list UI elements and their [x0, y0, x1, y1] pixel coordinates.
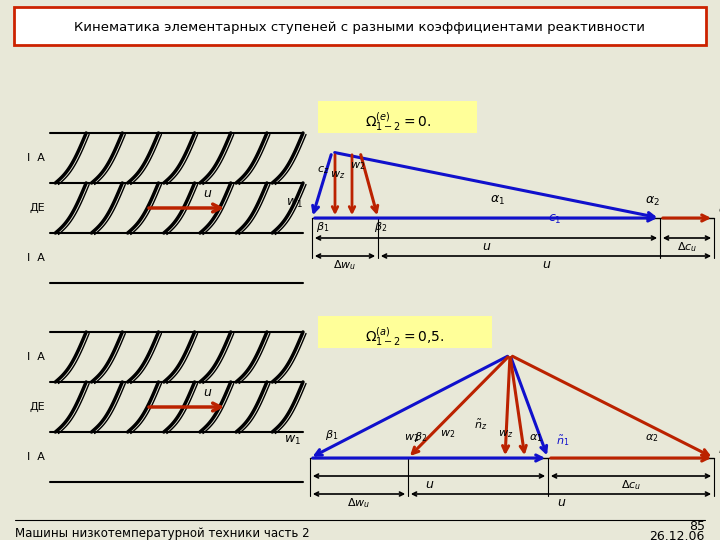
FancyBboxPatch shape — [318, 316, 492, 348]
Text: $w_2$: $w_2$ — [440, 428, 455, 440]
FancyBboxPatch shape — [14, 7, 706, 45]
Text: $c_1$: $c_1$ — [548, 213, 562, 226]
Text: u: u — [542, 258, 550, 271]
Text: I  А: I А — [27, 352, 45, 362]
Text: $\Omega_{1-2}^{(a)} = 0{,}5.$: $\Omega_{1-2}^{(a)} = 0{,}5.$ — [365, 326, 445, 348]
Text: $\alpha_1$: $\alpha_1$ — [529, 432, 543, 444]
Text: $\beta_2$: $\beta_2$ — [414, 430, 427, 444]
Text: $\alpha_1$: $\alpha_1$ — [490, 194, 505, 207]
Text: $\beta_1$: $\beta_1$ — [316, 220, 329, 234]
Text: $\tilde{n}_z$: $\tilde{n}_z$ — [474, 417, 487, 432]
Text: $c_z$: $c_z$ — [317, 164, 329, 176]
Text: 26.12.06: 26.12.06 — [649, 530, 705, 540]
FancyBboxPatch shape — [318, 101, 477, 133]
Text: Машины низкотемпературной техники часть 2: Машины низкотемпературной техники часть … — [15, 526, 310, 539]
Text: $\alpha_2$: $\alpha_2$ — [645, 432, 659, 444]
Text: I  А: I А — [27, 153, 45, 163]
Text: ДЕ: ДЕ — [30, 203, 45, 213]
Text: $w_2$: $w_2$ — [404, 432, 419, 444]
Text: u: u — [203, 187, 211, 200]
Text: $\Delta c_u$: $\Delta c_u$ — [621, 478, 641, 492]
Text: u: u — [425, 478, 433, 491]
Text: Кинематика элементарных ступеней с разными коэффициентами реактивности: Кинематика элементарных ступеней с разны… — [74, 21, 646, 33]
Text: $\tilde{n}_1$: $\tilde{n}_1$ — [556, 433, 570, 448]
Text: $w_1$: $w_1$ — [284, 434, 300, 447]
Text: $\Delta w_u$: $\Delta w_u$ — [347, 496, 371, 510]
Text: $w_z$: $w_z$ — [498, 428, 513, 440]
Text: $\Omega_{1-2}^{(e)} = 0.$: $\Omega_{1-2}^{(e)} = 0.$ — [365, 111, 431, 133]
Text: I  А: I А — [27, 253, 45, 263]
Text: $c_2$: $c_2$ — [718, 205, 720, 218]
Text: 85: 85 — [689, 519, 705, 532]
Text: $\beta_1$: $\beta_1$ — [325, 428, 338, 442]
Text: $\alpha_2$: $\alpha_2$ — [645, 195, 660, 208]
Text: I  А: I А — [27, 452, 45, 462]
Text: $\beta_2$: $\beta_2$ — [374, 220, 387, 234]
Text: u: u — [557, 496, 565, 509]
Text: u: u — [203, 386, 211, 399]
Text: $\tilde{n}_2$: $\tilde{n}_2$ — [718, 442, 720, 458]
Text: $\Delta w_u$: $\Delta w_u$ — [333, 258, 356, 272]
Text: $w_z$: $w_z$ — [330, 169, 346, 181]
Text: u: u — [482, 240, 490, 253]
Text: $w_2$: $w_2$ — [350, 160, 365, 172]
Text: $\Delta c_u$: $\Delta c_u$ — [677, 240, 697, 254]
Text: ДЕ: ДЕ — [30, 402, 45, 412]
Text: $w_1$: $w_1$ — [286, 197, 302, 210]
